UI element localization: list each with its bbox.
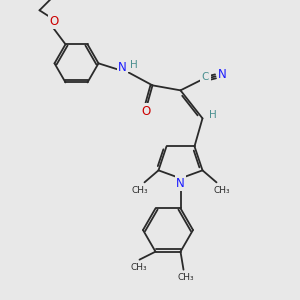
Text: H: H [208, 110, 216, 120]
Text: CH₃: CH₃ [177, 273, 194, 282]
Text: CH₃: CH₃ [213, 186, 230, 195]
Text: CH₃: CH₃ [130, 263, 147, 272]
Text: O: O [50, 15, 59, 28]
Text: C: C [202, 72, 209, 82]
Text: N: N [176, 177, 185, 190]
Text: N: N [218, 68, 227, 81]
Text: CH₃: CH₃ [131, 186, 148, 195]
Text: H: H [130, 60, 137, 70]
Text: O: O [142, 105, 151, 118]
Text: N: N [118, 61, 127, 74]
